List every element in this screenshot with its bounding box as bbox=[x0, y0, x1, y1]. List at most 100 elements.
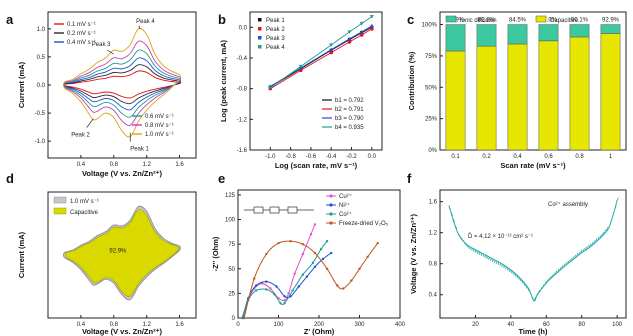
legend-marker-e-1 bbox=[329, 194, 333, 198]
nyquist-point bbox=[242, 316, 246, 320]
bar-capacitive bbox=[538, 40, 559, 151]
peak-arrow bbox=[106, 49, 114, 55]
panel-c-x-tick-label: 0.4 bbox=[513, 154, 522, 160]
panel-b-x-tick-label: 0.0 bbox=[368, 154, 377, 160]
panel-b-x-tick-label: -1.0 bbox=[265, 154, 276, 160]
bar-capacitive bbox=[507, 43, 528, 151]
legend-text-b-3: Peak 3 bbox=[266, 36, 285, 42]
panel-d-x-tick-label: 1.6 bbox=[175, 322, 184, 328]
nyquist-point bbox=[283, 299, 286, 302]
data-point bbox=[347, 30, 352, 34]
legend-text-e-1: Cu²⁺ bbox=[339, 193, 352, 200]
legend-swatch-d-1 bbox=[53, 196, 67, 204]
nyquist-curve-1 bbox=[243, 224, 316, 319]
nyquist-point bbox=[311, 261, 315, 265]
fit-label-1: b1 = 0.792 bbox=[335, 98, 364, 104]
legend-marker-e-3 bbox=[329, 212, 333, 216]
nyquist-point bbox=[277, 241, 280, 245]
gitt-curve bbox=[448, 200, 618, 302]
peak-label-4: Peak 4 bbox=[136, 19, 155, 25]
peak-label-3: Peak 3 bbox=[92, 42, 111, 48]
data-point bbox=[329, 43, 334, 47]
bar-value-label: 90.1% bbox=[571, 18, 589, 24]
panel-f-title: Co²⁺ assembly bbox=[548, 201, 588, 208]
data-point bbox=[268, 86, 273, 90]
legend-swatch-ionic bbox=[445, 15, 457, 23]
nyquist-point bbox=[275, 285, 278, 288]
legend-text-b-4: Peak 4 bbox=[266, 45, 285, 51]
peak-arrow bbox=[138, 25, 141, 29]
panel-c-x-tick-label: 0.1 bbox=[451, 154, 460, 160]
bar-ionic-diffusion bbox=[445, 24, 466, 52]
panel-d-frame bbox=[47, 191, 197, 319]
circuit-element-1 bbox=[253, 206, 264, 214]
legend-marker-b-2 bbox=[258, 27, 262, 31]
panel-c-y-tick-label: 25% bbox=[425, 117, 438, 123]
nyquist-point bbox=[269, 287, 272, 290]
panel-e-x-tick-label: 400 bbox=[395, 322, 406, 328]
panel-c-ylabel: Contribution (%) bbox=[407, 51, 416, 110]
nyquist-point bbox=[325, 267, 329, 270]
legend-marker-b-1 bbox=[258, 18, 262, 22]
panel-f-x-tick-label: 60 bbox=[543, 322, 550, 328]
panel-b-ylabel: Log (peak current, mA) bbox=[219, 39, 228, 122]
panel-b-y-tick-label: 0.0 bbox=[239, 25, 248, 31]
panel-d-x-tick-label: 1.2 bbox=[142, 322, 151, 328]
panel-label-b: b bbox=[218, 12, 226, 27]
nyquist-point bbox=[265, 280, 268, 283]
nyquist-point bbox=[376, 241, 379, 245]
data-point bbox=[329, 47, 334, 52]
data-point bbox=[369, 15, 374, 19]
nyquist-point bbox=[273, 293, 276, 296]
nyquist-point bbox=[289, 295, 292, 298]
legend-text-a-6: 1.0 mV s⁻¹ bbox=[145, 132, 174, 138]
data-point bbox=[370, 27, 374, 31]
panel-a-x-tick-label: 1.6 bbox=[175, 162, 184, 168]
panel-a-ylabel: Current (mA) bbox=[17, 61, 26, 108]
panel-f-x-tick-label: 40 bbox=[508, 322, 515, 328]
capacitive-area bbox=[65, 209, 180, 297]
fit-label-2: b2 = 0.791 bbox=[335, 107, 364, 113]
legend-text-a-5: 0.8 mV s⁻¹ bbox=[145, 123, 174, 129]
panel-c-y-tick-label: 100% bbox=[422, 23, 438, 29]
data-point bbox=[347, 40, 352, 44]
nyquist-point bbox=[255, 289, 258, 292]
nyquist-point bbox=[293, 272, 296, 275]
panel-a-x-tick-label: 0.8 bbox=[110, 162, 119, 168]
nyquist-point bbox=[255, 284, 258, 287]
panel-a-y-tick-label: 0.5 bbox=[37, 55, 46, 61]
panel-e-y-tick-label: 75 bbox=[228, 242, 235, 248]
nyquist-point bbox=[336, 284, 339, 287]
legend-text-a-3: 0.4 mV s⁻¹ bbox=[67, 40, 96, 46]
legend-text-e-4: Freeze-dried V₂O₅ bbox=[339, 221, 389, 227]
panel-b-x-tick-label: -0.4 bbox=[326, 154, 337, 160]
panel-a-y-tick-label: 0.0 bbox=[37, 83, 46, 89]
panel-f-formula: D̄ = 4.12 × 10⁻¹² cm² s⁻¹ bbox=[468, 233, 533, 240]
panel-a-y-tick-label: 1.0 bbox=[37, 27, 46, 33]
bar-capacitive bbox=[600, 33, 621, 151]
nyquist-point bbox=[366, 255, 369, 259]
panel-c-contribution-bars: 0%25%50%75%100%78.9%0.182.8%0.284.5%0.48… bbox=[407, 11, 627, 170]
panel-e-x-tick-label: 0 bbox=[236, 322, 240, 328]
panel-a-y-tick-label: -0.5 bbox=[35, 111, 46, 117]
panel-a-x-tick-label: 0.4 bbox=[77, 162, 86, 168]
data-point bbox=[347, 36, 352, 41]
fit-line-1 bbox=[270, 26, 373, 88]
panel-b-y-tick-label: -0.4 bbox=[237, 56, 248, 62]
panel-a-x-tick-label: 1.2 bbox=[142, 162, 151, 168]
panel-f-x-tick-label: 20 bbox=[472, 322, 479, 328]
panel-e-y-tick-label: 100 bbox=[225, 218, 236, 224]
panel-e-nyquist: 0 100 200 300 400 0 25 50 75 100 125 Z' (Ohm) -Z'' (… bbox=[211, 189, 406, 336]
nyquist-point bbox=[289, 240, 292, 243]
panel-d-xlabel: Voltage (V vs. Zn/Zn²⁺) bbox=[82, 327, 163, 336]
legend-marker-e-4 bbox=[329, 221, 333, 225]
bar-capacitive bbox=[445, 50, 466, 151]
panel-e-y-tick-label: 0 bbox=[232, 316, 236, 322]
nyquist-point bbox=[321, 257, 325, 261]
nyquist-point bbox=[283, 302, 286, 305]
legend-text-ionic: Ionic diffusion bbox=[460, 18, 497, 24]
panel-c-x-tick-label: 1 bbox=[609, 154, 613, 160]
legend-text-e-3: Co²⁺ bbox=[339, 211, 352, 218]
nyquist-point bbox=[265, 252, 268, 256]
cv-curve-5 bbox=[62, 40, 182, 127]
